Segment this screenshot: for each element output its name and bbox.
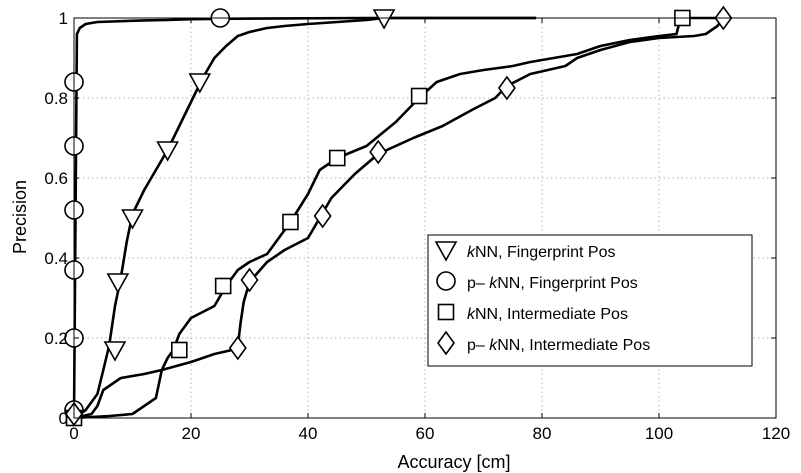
diamond-marker [313,203,332,229]
square-marker [171,341,188,359]
legend-box [427,234,753,367]
x-tick-label: 60 [416,424,435,443]
y-tick-label: 0.4 [44,249,68,268]
square-marker [214,277,232,295]
triangle-down-marker [372,9,396,30]
legend-label-rest: NN, Intermediate Pos [475,306,628,323]
legend-circle-marker [436,271,456,291]
legend-label-1: kNN, Fingerprint Pos [467,244,616,261]
legend-label-rest: NN, Fingerprint Pos [497,275,638,292]
diamond-marker [497,75,516,101]
legend-triangle-down-marker [434,241,458,262]
diamond-marker [228,335,247,361]
legend-label-italic: k [489,275,498,292]
y-tick-label: 0 [59,409,68,428]
legend-label-4: p– kNN, Intermediate Pos [467,337,650,354]
x-tick-label: 100 [645,424,673,443]
x-tick-label: 120 [762,424,790,443]
y-axis-label: Precision [10,180,30,254]
legend-label-italic: k [467,244,476,261]
x-axis-label: Accuracy [cm] [397,452,510,472]
triangle-down-marker [188,73,212,94]
legend-label-italic: k [489,337,498,354]
triangle-down-marker [121,209,144,230]
x-tick-label: 80 [533,424,552,443]
legend-square-marker [437,303,455,321]
y-tick-label: 0.8 [44,89,68,108]
diamond-marker [369,139,388,165]
series-line-3 [73,16,724,420]
legend-label-2: p– kNN, Fingerprint Pos [467,275,638,292]
legend-label-prefix: p– [467,337,489,354]
y-tick-label: 1 [59,9,68,28]
axis-ticks: 0 20 40 60 80 100 120 0 0.2 0.4 0.6 0.8 1 [44,9,790,443]
diamond-marker [240,267,259,293]
series-line-4 [73,17,725,420]
legend-label-prefix: p– [467,275,489,292]
legend-label-rest: NN, Intermediate Pos [497,337,650,354]
x-tick-label: 20 [182,424,201,443]
legend-diamond-marker [437,330,455,356]
square-marker [282,213,299,231]
x-tick-label: 40 [299,424,318,443]
square-marker [328,149,346,167]
x-tick-label: 0 [69,424,78,443]
y-tick-label: 0.6 [44,169,68,188]
legend-label-3: kNN, Intermediate Pos [467,306,628,323]
triangle-down-marker [103,341,127,362]
triangle-down-marker [106,273,130,294]
triangle-down-marker [156,141,179,162]
y-tick-label: 0.2 [44,329,68,348]
legend-label-italic: k [467,306,476,323]
legend-label-rest: NN, Fingerprint Pos [475,244,616,261]
square-marker [410,87,428,105]
